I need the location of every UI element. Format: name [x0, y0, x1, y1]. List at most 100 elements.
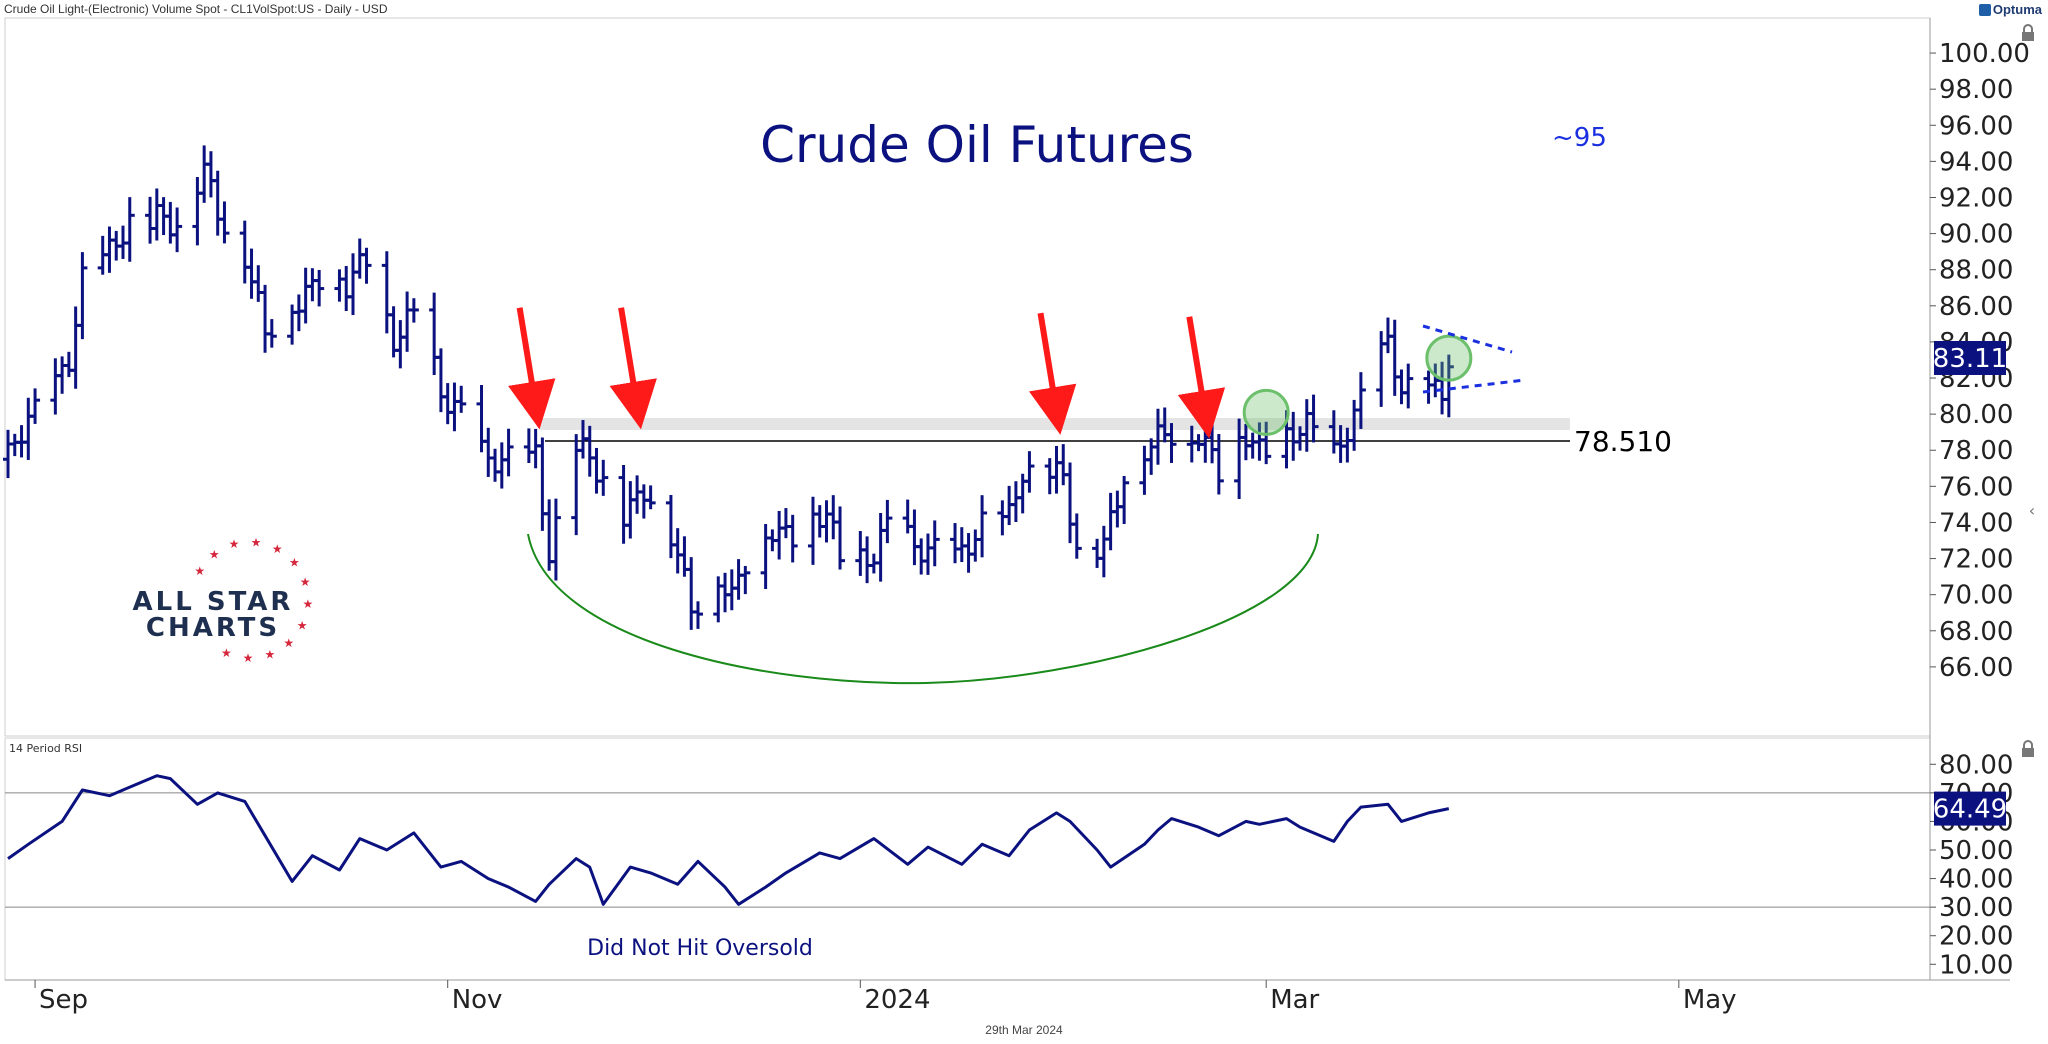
triangle-upper-line: [1422, 324, 1513, 354]
logo-star-icon: ★: [300, 575, 311, 589]
ohlc-bar: [632, 475, 643, 514]
ohlc-bar: [395, 320, 406, 369]
ohlc-bar: [720, 572, 731, 613]
rounding-base-arc: [527, 533, 1319, 685]
price-lock-icon[interactable]: [2022, 24, 2034, 41]
time-axis-ticks: Sep Nov 2024 Mar May: [34, 980, 1737, 1015]
logo-star-icon: ★: [221, 646, 232, 660]
ohlc-bar: [300, 267, 311, 324]
ohlc-bar: [307, 268, 318, 302]
ohlc-bar: [977, 495, 988, 558]
red-arrow-icon: [1177, 316, 1226, 439]
ohlc-bar: [1146, 438, 1157, 475]
ohlc-bar: [449, 382, 460, 432]
time-tick-label: Mar: [1270, 985, 1319, 1015]
time-tick-label: Sep: [39, 985, 88, 1015]
ohlc-bar: [1065, 462, 1076, 544]
ohlc-bar: [314, 269, 325, 307]
ohlc-bar: [875, 512, 886, 582]
ohlc-bar: [1112, 490, 1123, 528]
rsi-tick-label: 10.00: [1939, 950, 2013, 980]
ohlc-bar: [1017, 473, 1028, 514]
ohlc-bar: [347, 253, 358, 316]
ohlc-bar: [104, 226, 115, 273]
price-tick-label: 88.00: [1939, 256, 2013, 286]
ohlc-bar: [544, 499, 555, 571]
ohlc-bar: [537, 437, 548, 531]
ohlc-bar: [591, 447, 602, 494]
ohlc-bar: [253, 265, 264, 302]
ohlc-bar: [1098, 525, 1109, 578]
price-tick-label: 92.00: [1939, 183, 2013, 213]
logo-star-icon: ★: [283, 636, 294, 650]
price-tick-label: 98.00: [1939, 75, 2013, 105]
ohlc-bar: [442, 383, 453, 425]
last-price-badge: [1934, 340, 2006, 375]
logo-star-icon: ★: [289, 556, 300, 570]
ohlc-bar: [490, 448, 501, 482]
ohlc-bar: [713, 576, 724, 623]
rsi-tick-label: 80.00: [1939, 750, 2013, 780]
rsi-tick-label: 50.00: [1939, 836, 2013, 866]
ohlc-bar: [77, 252, 88, 340]
ohlc-bar: [63, 351, 74, 378]
ohlc-bar: [692, 601, 703, 629]
ohlc-bar: [780, 508, 791, 539]
ohlc-bar: [1328, 410, 1339, 454]
ohlc-bar: [57, 356, 68, 394]
ohlc-bar: [618, 465, 629, 544]
annotation-arrows: [508, 307, 1226, 439]
logo-star-icon: ★: [297, 618, 308, 632]
ohlc-bar: [686, 557, 697, 630]
rsi-lock-icon[interactable]: [2022, 740, 2034, 757]
ohlc-bar: [760, 523, 771, 589]
ohlc-bar: [598, 459, 609, 496]
ohlc-bar: [429, 292, 440, 375]
ohlc-bar: [970, 529, 981, 562]
ohlc-bar: [293, 294, 304, 332]
ohlc-bar: [645, 485, 656, 510]
ohlc-bar: [550, 498, 561, 581]
logo-star-icon: ★: [229, 537, 240, 551]
price-tick-label: 86.00: [1939, 292, 2013, 322]
ohlc-bar: [855, 531, 866, 576]
ohlc-bar: [1213, 434, 1224, 495]
ohlc-bar: [361, 247, 372, 284]
red-arrow-icon: [1028, 312, 1077, 435]
ohlc-bar: [1010, 481, 1021, 522]
ohlc-bar: [260, 284, 271, 353]
ohlc-bar: [1193, 434, 1204, 452]
ohlc-bar: [902, 499, 913, 534]
ohlc-bar: [1234, 418, 1245, 499]
ohlc-bar: [787, 514, 798, 563]
ohlc-bar: [239, 220, 250, 284]
ohlc-bar: [835, 506, 846, 570]
logo-star-icon: ★: [302, 597, 313, 611]
last-price-label: 83.11: [1933, 344, 2007, 374]
collapse-chevron-icon[interactable]: ‹: [2029, 501, 2035, 520]
ohlc-bar: [124, 197, 135, 262]
ohlc-bar: [354, 238, 365, 279]
resistance-label: 78.510: [1574, 425, 1672, 458]
highlight-circle: [1242, 388, 1290, 436]
ohlc-bar: [199, 145, 210, 203]
ohlc-bar: [726, 569, 737, 611]
ohlc-bar: [172, 207, 183, 253]
ohlc-bar: [219, 201, 230, 244]
target-annotation: ~95: [1552, 123, 1607, 153]
ohlc-bar: [1058, 444, 1069, 486]
logo-star-icon: ★: [251, 535, 262, 549]
ohlc-bar: [1024, 451, 1035, 493]
ohlc-bar: [402, 291, 413, 352]
ohlc-bar: [341, 265, 352, 312]
ohlc-bar: [1247, 432, 1258, 459]
ohlc-bar: [50, 358, 61, 415]
ohlc-bar: [950, 523, 961, 564]
red-arrow-icon: [508, 307, 556, 430]
price-tick-label: 70.00: [1939, 581, 2013, 611]
ohlc-bar: [503, 428, 514, 477]
ohlc-bar: [1051, 445, 1062, 494]
ohlc-bar: [1139, 445, 1150, 495]
chart-header-title: Crude Oil Light-(Electronic) Volume Spot…: [4, 2, 388, 16]
time-tick-label: 2024: [864, 985, 930, 1015]
